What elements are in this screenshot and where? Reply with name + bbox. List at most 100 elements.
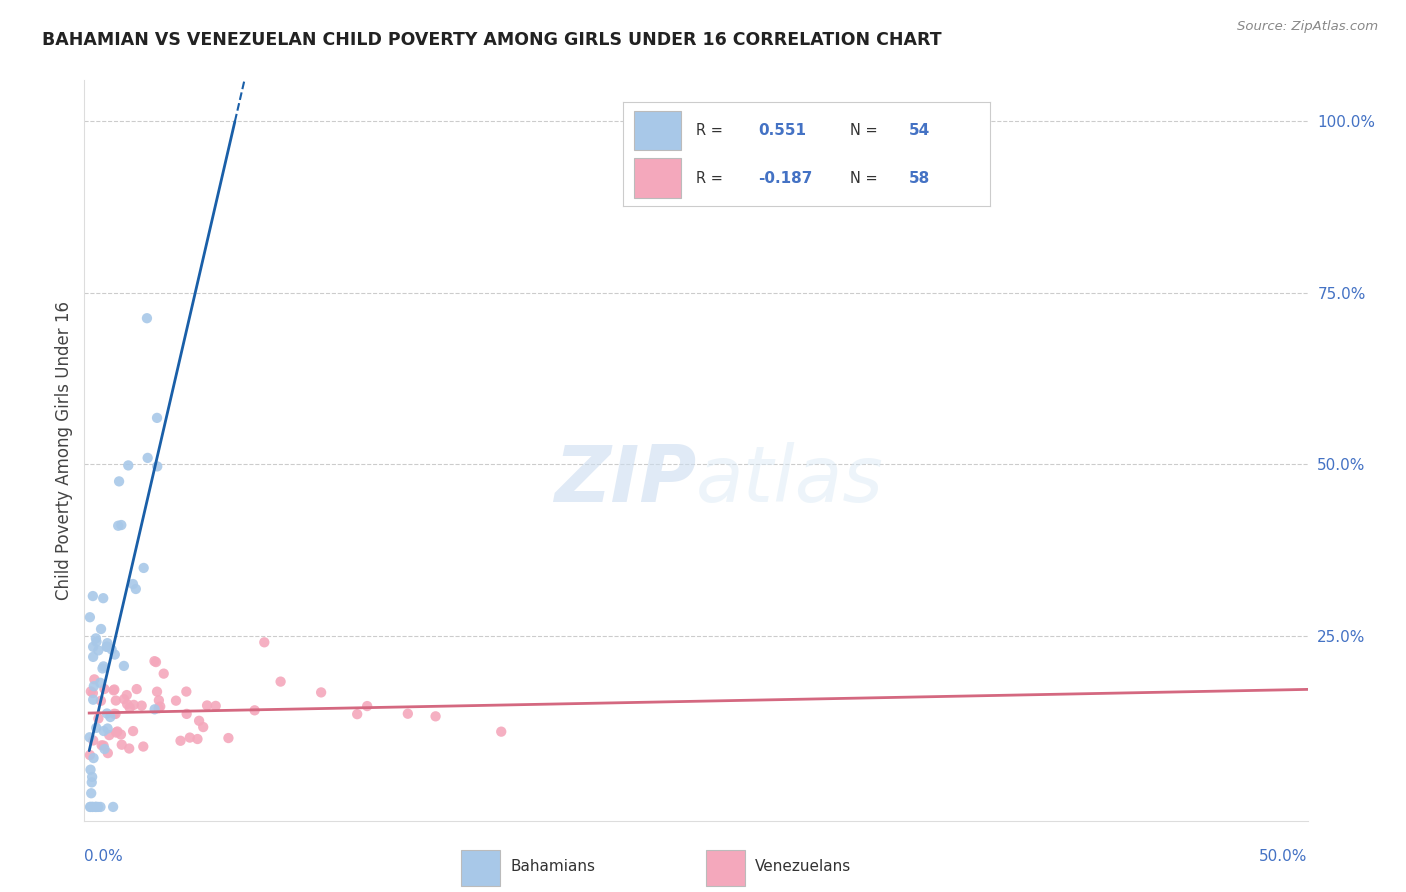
- Point: [96, 706, 118, 721]
- Point: [82, 800, 104, 814]
- Point: [122, 577, 145, 591]
- Point: [217, 731, 239, 745]
- Point: [87, 712, 110, 726]
- Point: [80, 684, 103, 698]
- Point: [91, 661, 114, 675]
- Point: [93, 742, 115, 756]
- Point: [90, 622, 112, 636]
- Point: [125, 582, 148, 596]
- Point: [79, 763, 101, 777]
- Point: [165, 694, 187, 708]
- Point: [188, 714, 211, 728]
- Point: [103, 706, 125, 721]
- Point: [425, 709, 447, 723]
- Point: [93, 659, 115, 673]
- Point: [136, 450, 159, 465]
- Point: [104, 693, 127, 707]
- Point: [86, 634, 108, 648]
- Point: [169, 733, 191, 747]
- Point: [90, 739, 112, 753]
- Point: [96, 636, 118, 650]
- Point: [82, 686, 104, 700]
- Point: [148, 701, 170, 715]
- Point: [132, 739, 155, 754]
- Point: [79, 610, 101, 624]
- Point: [91, 591, 114, 606]
- Point: [122, 698, 145, 712]
- Point: [96, 640, 118, 654]
- Point: [93, 739, 115, 753]
- Point: [79, 800, 101, 814]
- Point: [90, 694, 112, 708]
- Point: [89, 800, 111, 814]
- Point: [489, 724, 512, 739]
- Point: [115, 688, 138, 702]
- Point: [80, 786, 103, 800]
- Point: [82, 649, 104, 664]
- Point: [98, 728, 121, 742]
- Point: [118, 700, 141, 714]
- Point: [107, 518, 129, 533]
- Point: [356, 699, 378, 714]
- Point: [93, 724, 115, 739]
- Point: [146, 410, 169, 425]
- Point: [122, 724, 145, 739]
- Text: Source: ZipAtlas.com: Source: ZipAtlas.com: [1237, 20, 1378, 33]
- Point: [396, 706, 419, 721]
- Point: [105, 725, 128, 739]
- Point: [149, 699, 172, 714]
- Point: [83, 751, 105, 765]
- Point: [108, 475, 131, 489]
- Point: [204, 698, 226, 713]
- Point: [105, 724, 128, 739]
- Point: [103, 683, 125, 698]
- Point: [195, 698, 218, 713]
- Point: [79, 747, 101, 762]
- Point: [143, 702, 166, 716]
- Point: [82, 770, 104, 784]
- Point: [82, 589, 104, 603]
- Text: 50.0%: 50.0%: [1260, 849, 1308, 863]
- Point: [104, 648, 127, 662]
- Point: [193, 720, 215, 734]
- Text: 0.0%: 0.0%: [84, 849, 124, 863]
- Point: [98, 710, 121, 724]
- Point: [84, 800, 107, 814]
- Point: [82, 692, 104, 706]
- Point: [243, 703, 266, 717]
- Point: [97, 746, 120, 760]
- Point: [152, 666, 174, 681]
- Point: [87, 643, 110, 657]
- Point: [82, 800, 104, 814]
- Text: ZIP: ZIP: [554, 442, 696, 518]
- Point: [96, 640, 118, 654]
- Point: [110, 518, 132, 533]
- Point: [115, 697, 138, 711]
- Point: [125, 682, 148, 697]
- Point: [83, 673, 105, 687]
- Point: [82, 733, 104, 747]
- Point: [100, 642, 122, 657]
- Point: [84, 800, 107, 814]
- Point: [270, 674, 292, 689]
- Point: [101, 800, 124, 814]
- Point: [309, 685, 332, 699]
- Point: [110, 727, 132, 741]
- Point: [93, 681, 115, 696]
- Text: atlas: atlas: [696, 442, 884, 518]
- Point: [176, 684, 198, 698]
- Point: [132, 561, 155, 575]
- Text: BAHAMIAN VS VENEZUELAN CHILD POVERTY AMONG GIRLS UNDER 16 CORRELATION CHART: BAHAMIAN VS VENEZUELAN CHILD POVERTY AMO…: [42, 31, 942, 49]
- Point: [84, 632, 107, 646]
- Point: [136, 311, 159, 326]
- Point: [97, 722, 120, 736]
- Point: [104, 706, 127, 721]
- Point: [253, 635, 276, 649]
- Point: [79, 800, 101, 814]
- Point: [143, 654, 166, 668]
- Point: [131, 698, 153, 713]
- Point: [176, 706, 198, 721]
- Point: [84, 721, 107, 735]
- Point: [179, 731, 201, 745]
- Point: [79, 731, 101, 745]
